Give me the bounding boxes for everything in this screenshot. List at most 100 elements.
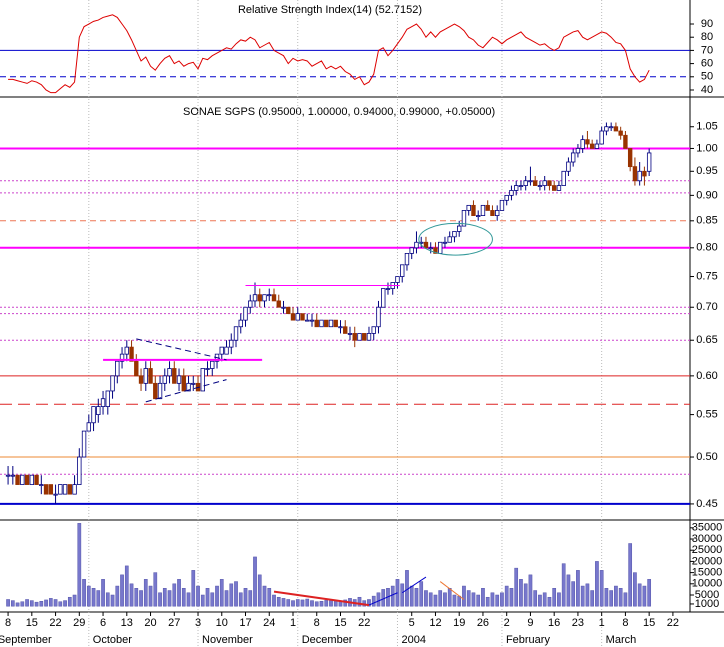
trend-line [401,576,427,594]
candle-body [67,484,73,495]
volume-bar [72,594,77,607]
x-tick-label: 2 [504,617,510,629]
candle-body [642,170,647,177]
y-tick-label: 0.60 [696,370,717,382]
volume-bar [571,581,576,607]
candle-body [442,241,448,244]
volume-bar [462,585,466,607]
candle-body [404,252,410,266]
volume-bar [48,598,53,607]
annotation-ellipse [418,222,493,256]
volume-bar [419,581,424,607]
volume-bar [642,585,647,607]
volume-bar [590,590,595,607]
x-tick-label: 16 [548,617,560,629]
y-tick-label: 0.65 [696,334,717,346]
x-tick-label: 9 [527,617,533,629]
candle-body [604,126,609,132]
volume-bar [595,561,599,607]
y-tick-label: 1.00 [696,142,717,154]
volume-bar [343,599,348,607]
x-tick-label: 15 [334,617,346,629]
y-tick-label: 0.90 [696,189,717,201]
candle-body [290,313,296,321]
candle-body [528,180,533,183]
candle-body [476,215,481,218]
candle-body [433,247,438,254]
volume-bar [390,585,395,607]
candle-body [499,199,505,211]
candle-body [58,484,63,495]
candle-body [414,241,419,249]
volume-bar [542,592,547,607]
candle-body [400,264,405,277]
candle-body [551,185,557,191]
month-label: September [0,634,52,646]
candle-body [608,126,614,129]
volume-bar [196,585,200,607]
y-tick-label: 20000 [692,555,723,567]
candle-body [466,204,471,211]
x-tick-label: 22 [49,617,61,629]
candle-body [115,360,120,377]
volume-bar [205,588,210,607]
volume-bar [158,592,162,607]
candle-body [537,185,543,187]
candle-body [352,333,357,341]
y-tick-label: 50 [701,71,713,83]
candle-body [205,368,210,370]
candle-body [34,474,39,485]
candle-body [219,346,224,355]
volume-bar [91,588,96,607]
volume-bar [495,594,500,607]
volume-bar [371,595,376,607]
x-tick-label: 15 [26,617,38,629]
candle-body [20,474,25,485]
volume-bar [148,585,153,607]
x-tick-label: 13 [121,617,133,629]
volume-bar [580,585,585,607]
volume-bar [599,570,604,607]
candle-body [561,170,566,186]
candle-body [77,456,82,485]
candle-body [129,346,134,362]
candle-body [286,306,291,315]
volume-bar [400,583,405,607]
candle-body [324,319,329,328]
candle-body [276,300,281,308]
month-label: December [302,634,353,646]
volume-bar [25,599,29,607]
candle-body [200,368,205,392]
candle-body [48,484,54,495]
y-tick-label: 0.70 [696,301,717,313]
x-tick-label: 15 [643,617,655,629]
candle-body [295,313,300,321]
volume-bar [124,565,129,607]
candle-body [632,166,638,182]
y-tick-label: 15000 [692,567,723,579]
candle-body [157,382,163,400]
candle-body [91,406,96,424]
volume-bar [139,590,143,607]
volume-bar [428,592,433,607]
trend-line [439,581,465,600]
volume-bar [39,601,44,607]
y-tick-label: 0.95 [696,165,717,177]
volume-bar [637,583,642,607]
x-tick-label: 10 [216,617,228,629]
candle-body [162,375,167,384]
volume-bar [604,588,609,607]
volume-bar [523,583,528,607]
y-tick-label: 0.75 [696,270,717,282]
volume-bar [500,592,504,607]
y-tick-label: 35000 [692,522,723,534]
price-title: SONAE SGPS (0.95000, 1.00000, 0.94000, 0… [183,106,495,118]
candle-body [72,484,77,495]
candle-body [328,319,334,328]
candle-body [29,474,35,485]
volume-bar [547,596,552,607]
candle-body [523,180,528,186]
y-tick-label: 0.55 [696,409,717,421]
volume-bar [476,594,481,607]
candle-body [357,333,362,341]
